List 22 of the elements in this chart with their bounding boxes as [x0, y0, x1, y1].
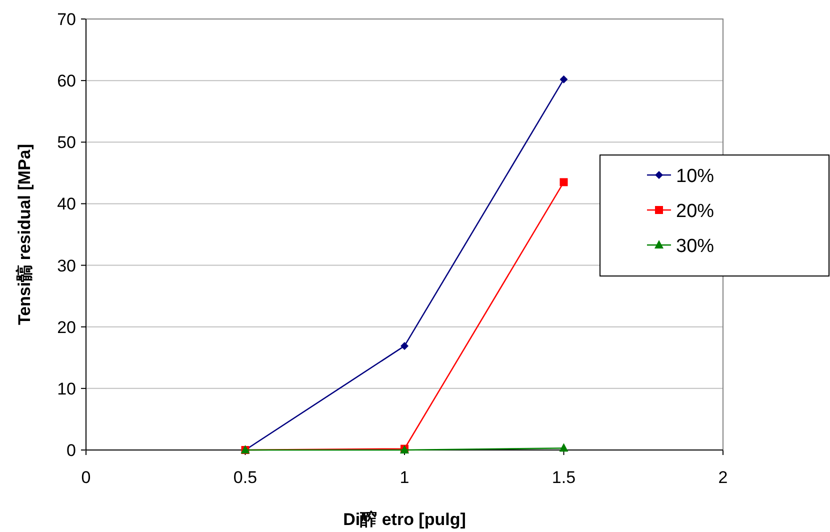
- point: [559, 443, 568, 452]
- legend-label: 30%: [676, 236, 714, 257]
- y-tick-label: 40: [57, 194, 76, 214]
- y-tick-label: 60: [57, 72, 76, 91]
- point: [560, 178, 568, 186]
- y-tick-label: 20: [57, 318, 76, 337]
- x-tick-label: 0.5: [233, 468, 258, 487]
- y-tick-label: 10: [57, 379, 76, 398]
- x-tick-label: 1: [400, 468, 410, 487]
- x-tick-label: 1.5: [552, 468, 576, 487]
- x-tick-label: 0: [81, 468, 91, 487]
- point: [400, 342, 408, 350]
- legend-label: 20%: [676, 201, 714, 222]
- x-axis-title: Di醡 etro [pulg]: [343, 510, 466, 529]
- y-tick-label: 50: [57, 133, 76, 152]
- point: [560, 75, 568, 84]
- x-tick-label: 2: [718, 468, 728, 487]
- y-tick-label: 30: [57, 256, 76, 276]
- y-tick-label: 0: [66, 441, 76, 460]
- y-tick-label: 70: [57, 10, 76, 29]
- legend-label: 10%: [676, 166, 714, 187]
- y-axis-title: Tensi髇 residual [MPa]: [15, 144, 34, 326]
